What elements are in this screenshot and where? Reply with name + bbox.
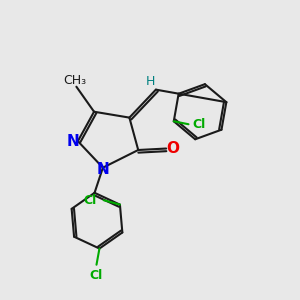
Text: O: O (166, 141, 179, 156)
Text: CH₃: CH₃ (63, 74, 86, 87)
Text: N: N (66, 134, 79, 149)
Text: H: H (145, 75, 155, 88)
Text: Cl: Cl (192, 118, 206, 131)
Text: Cl: Cl (84, 194, 97, 207)
Text: N: N (97, 162, 109, 177)
Text: Cl: Cl (90, 269, 103, 282)
